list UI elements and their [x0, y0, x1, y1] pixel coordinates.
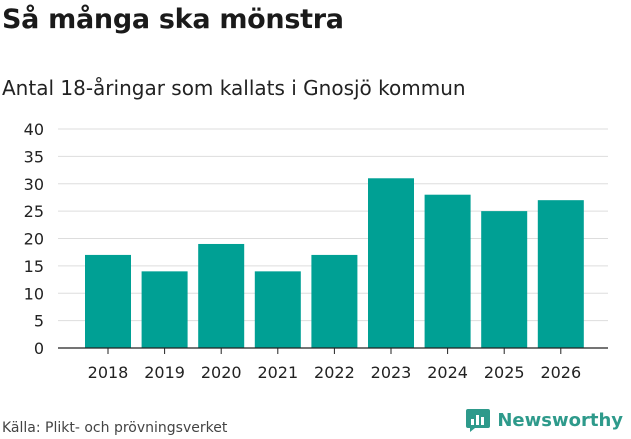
bar-2022	[311, 254, 358, 348]
x-tick-label: 2019	[144, 363, 185, 382]
bar-2018	[85, 254, 131, 348]
bar-2024	[424, 194, 471, 348]
y-tick-label: 30	[24, 175, 44, 194]
page-title: Så många ska mönstra	[2, 4, 344, 35]
bar-2019	[141, 271, 188, 348]
x-tick-label: 2025	[484, 363, 525, 382]
y-tick-label: 10	[24, 284, 44, 303]
y-tick-label: 15	[24, 257, 44, 276]
bar-2026	[537, 200, 584, 348]
x-tick-label: 2023	[371, 363, 412, 382]
y-tick-label: 0	[34, 339, 44, 358]
x-tick-label: 2021	[257, 363, 298, 382]
newsworthy-logo-icon	[466, 409, 491, 432]
bar-2025	[481, 211, 528, 348]
source-note: Källa: Plikt- och prövningsverket	[2, 420, 228, 436]
x-axis-ticks: 2018 2019 2020 2021 2022 2023 2024 2025 2026	[88, 348, 581, 382]
bar-2021	[254, 271, 301, 348]
bar-2023	[368, 178, 414, 348]
y-tick-label: 20	[24, 230, 44, 249]
y-axis-ticks: 0 5 10 15 20 25 30 35 40	[24, 120, 44, 358]
chart-title: Antal 18-åringar som kallats i Gnosjö ko…	[2, 76, 466, 100]
brand-name: Newsworthy	[497, 409, 623, 431]
x-tick-label: 2026	[540, 363, 581, 382]
x-tick-label: 2022	[314, 363, 355, 382]
y-tick-label: 5	[34, 312, 44, 331]
x-tick-label: 2018	[88, 363, 129, 382]
bar-2020	[198, 243, 245, 348]
y-tick-label: 25	[24, 202, 44, 221]
x-tick-label: 2020	[201, 363, 242, 382]
x-tick-label: 2024	[427, 363, 468, 382]
brand-logo: Newsworthy	[465, 407, 623, 433]
y-tick-label: 40	[24, 120, 44, 139]
bars	[85, 178, 584, 348]
y-tick-label: 35	[24, 147, 44, 166]
